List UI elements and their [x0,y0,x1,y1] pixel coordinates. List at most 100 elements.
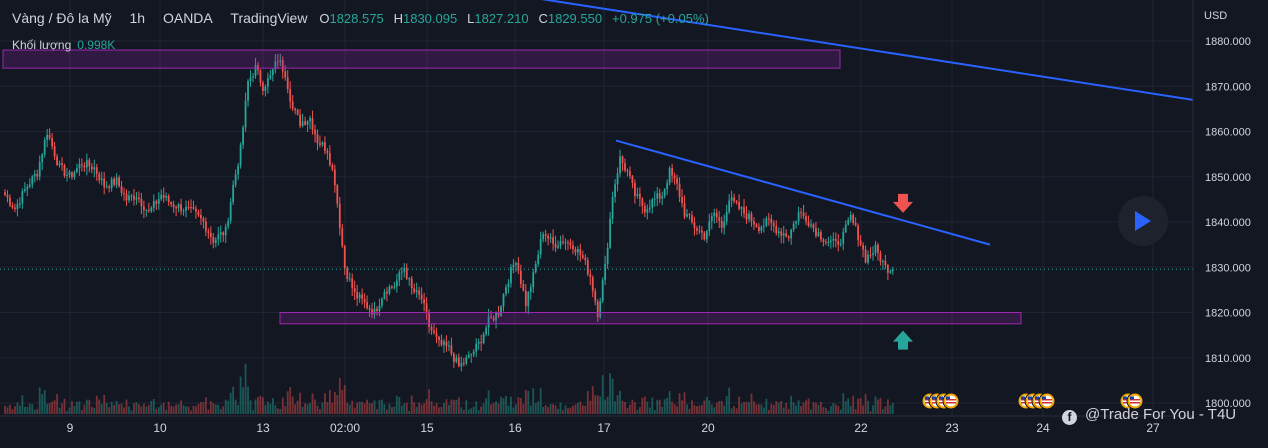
volume-bar [653,410,656,414]
candle-body [492,317,495,321]
candle-body [438,336,440,341]
candle-body [847,220,850,225]
volume-bar [63,398,66,414]
volume-bar [388,403,391,414]
candle-body [735,201,738,203]
candle-body [26,186,29,190]
support-resistance-zone [2,49,841,69]
candle-body [758,226,760,231]
candle-body [341,228,344,246]
candle-body [48,134,51,139]
candle-body [886,265,889,273]
volume-bar [115,400,118,414]
candle-body [738,201,740,209]
us-flag-event-canton [1021,396,1025,400]
volume-bar [145,406,148,414]
volume-bar [500,396,502,414]
volume-bar [252,410,254,414]
volume-bar [162,402,165,414]
candle-body [197,211,200,216]
zones[interactable] [2,49,1022,325]
time-axis[interactable]: 9 10 13 02:00 15 16 17 20 22 23 24 27 [0,415,1193,435]
candle-body [415,290,418,293]
candle-body [604,263,607,281]
candle-body [609,218,612,248]
volume-bar [800,406,802,414]
volume-bar [740,403,743,414]
volume-bar [611,378,614,414]
volume-bar [517,397,520,414]
volume-bar [767,410,770,414]
volume-bar [23,406,26,414]
volume-bar [405,402,408,414]
candle-body [366,302,368,309]
volume-bar [696,406,698,414]
candle-body [713,212,716,217]
open-value: 1828.575 [329,11,384,26]
candle-body [4,192,6,195]
volume-bar [294,404,297,414]
candle-body [681,197,683,204]
volume-bar [762,407,765,414]
currency-label[interactable]: USD [1204,10,1228,22]
volume-bar [698,405,701,414]
candle-body [249,77,252,81]
volume-bar [433,405,435,414]
candle-body [209,232,212,237]
volume-bar [616,395,619,414]
candle-body [14,207,16,209]
candle-body [410,278,413,289]
candle-body [589,274,592,278]
candle-body [619,156,621,174]
candle-body [750,213,753,222]
volume-legend[interactable]: Khối lượng 0.998K [12,38,115,52]
volume-bar [217,404,220,414]
volume-bar [66,411,68,414]
volume-bar [673,404,676,414]
volume-bar [266,401,269,414]
us-flag-event-stripe [1130,402,1140,404]
candle-body [103,178,106,188]
interval[interactable]: 1h [129,10,146,26]
candle-body [192,207,195,209]
volume-bar [787,409,790,414]
volume-bar [720,400,723,414]
candle-body [500,306,502,316]
candle-body [120,186,123,193]
volume-bar [572,405,574,414]
candle-body [544,234,547,236]
candle-body [599,301,602,318]
candle-body [373,308,376,315]
y-tick-label: 1880.000 [1205,36,1251,48]
volume-bar [299,392,302,414]
candle-body [73,172,76,178]
trendlines[interactable] [520,0,1194,246]
candle-body [869,254,872,256]
candle-body [849,214,852,221]
volume-bar [490,404,492,414]
candle-body [110,178,113,189]
candle-body [244,100,247,128]
volume-bar [425,399,428,414]
candle-body [800,212,802,214]
candle-body [614,184,616,198]
volume-bar [353,407,356,414]
volume-bar [185,406,187,414]
candle-body [108,186,111,189]
volume-bar [621,400,624,414]
candle-body [467,354,470,358]
event-icons[interactable] [921,392,1144,410]
volume-bar [93,407,96,414]
symbol-name[interactable]: Vàng / Đô la Mỹ [12,10,112,26]
volume-bar [48,402,51,414]
volume-bar [6,407,9,414]
replay-button[interactable] [1118,196,1168,246]
price-axis[interactable]: 1880.000 1870.000 1860.000 1850.000 1840.000… [1192,0,1268,448]
volume-bar [889,405,892,414]
symbol-legend[interactable]: Vàng / Đô la Mỹ 1h OANDA TradingView O18… [12,10,715,26]
volume-bar [130,410,133,414]
candle-body [462,363,465,365]
volume-bar [772,405,775,414]
x-tick-label: 24 [1036,421,1050,435]
